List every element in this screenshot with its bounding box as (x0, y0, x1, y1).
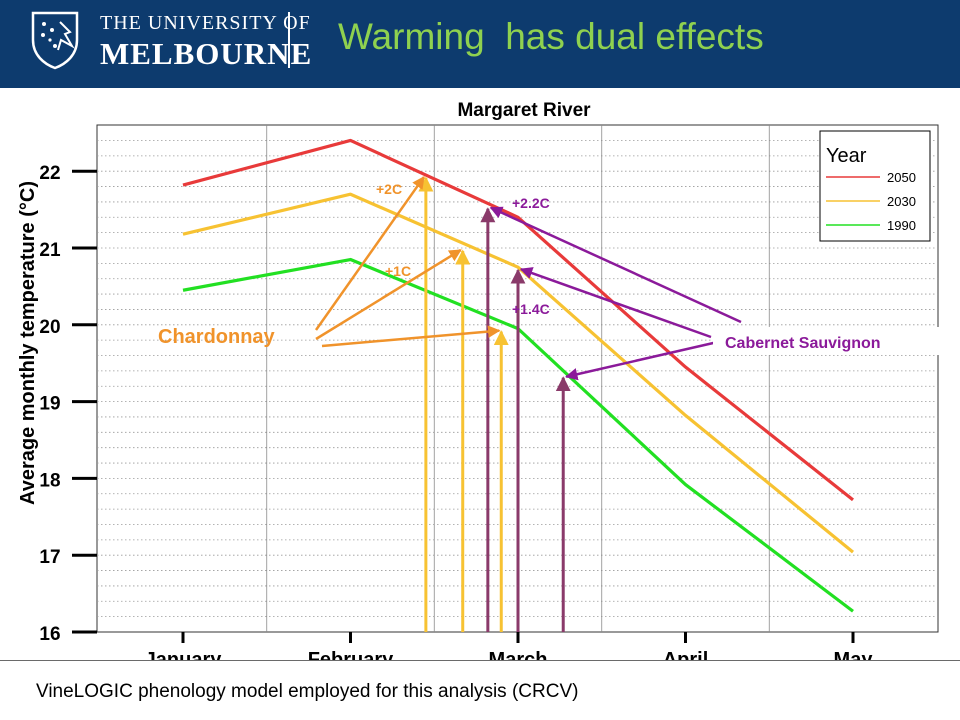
university-name-line2: MELBOURNE (100, 36, 313, 71)
series-line-2030 (182, 192, 855, 554)
university-name-line1: THE UNIVERSITY OF (100, 12, 311, 34)
x-tick-label: March (489, 649, 548, 660)
chardonnay-pointer-1990 (321, 325, 501, 348)
x-tick-label: April (663, 649, 709, 660)
y-axis-label: Average monthly temperature (°C) (17, 181, 39, 505)
cabernet-pointer-2050 (489, 206, 742, 324)
x-tick-label: February (308, 649, 394, 660)
y-tick-label: 21 (39, 240, 61, 261)
chardonnay-delta-1c: +1C (385, 263, 411, 279)
university-crest-icon (31, 11, 79, 70)
x-tick-label: May (834, 649, 874, 660)
chart-title: Margaret River (457, 100, 591, 121)
x-tick-label: January (145, 649, 223, 660)
legend-label-2030: 2030 (887, 194, 916, 209)
y-tick-label: 19 (39, 394, 60, 415)
cabernet-label: Cabernet Sauvignon (725, 335, 881, 352)
logo-divider (288, 12, 290, 68)
temperature-chart: 16 17 18 19 20 21 22 January February March April M… (17, 100, 960, 660)
slide-title: Warming has dual effects (338, 16, 764, 57)
chardonnay-delta-2c: +2C (376, 181, 402, 197)
y-tick-label: 17 (39, 547, 60, 568)
legend-title: Year (826, 145, 867, 167)
y-tick-label: 16 (39, 624, 60, 645)
chardonnay-pointer-2030 (315, 248, 462, 341)
footer-divider (0, 660, 960, 661)
cabernet-pointer-2030 (519, 267, 712, 339)
cabernet-pointer-1990 (565, 339, 723, 381)
cabernet-delta-22c: +2.2C (512, 195, 550, 211)
y-tick-label: 18 (39, 470, 60, 491)
legend-label-1990: 1990 (887, 218, 916, 233)
chardonnay-label: Chardonnay (158, 326, 276, 348)
legend-box (819, 130, 931, 242)
legend-label-2050: 2050 (887, 170, 916, 185)
series-line-2050 (182, 138, 854, 502)
y-tick-label: 22 (39, 163, 60, 184)
cabernet-label-background (713, 327, 960, 355)
chardonnay-pointer-2050 (314, 176, 425, 331)
y-tick-label: 20 (39, 317, 60, 338)
cabernet-delta-14c: +1.4C (512, 301, 550, 317)
header-bar: THE UNIVERSITY OF MELBOURNE Warming has … (0, 0, 960, 88)
footnote: VineLOGIC phenology model employed for t… (36, 681, 579, 702)
